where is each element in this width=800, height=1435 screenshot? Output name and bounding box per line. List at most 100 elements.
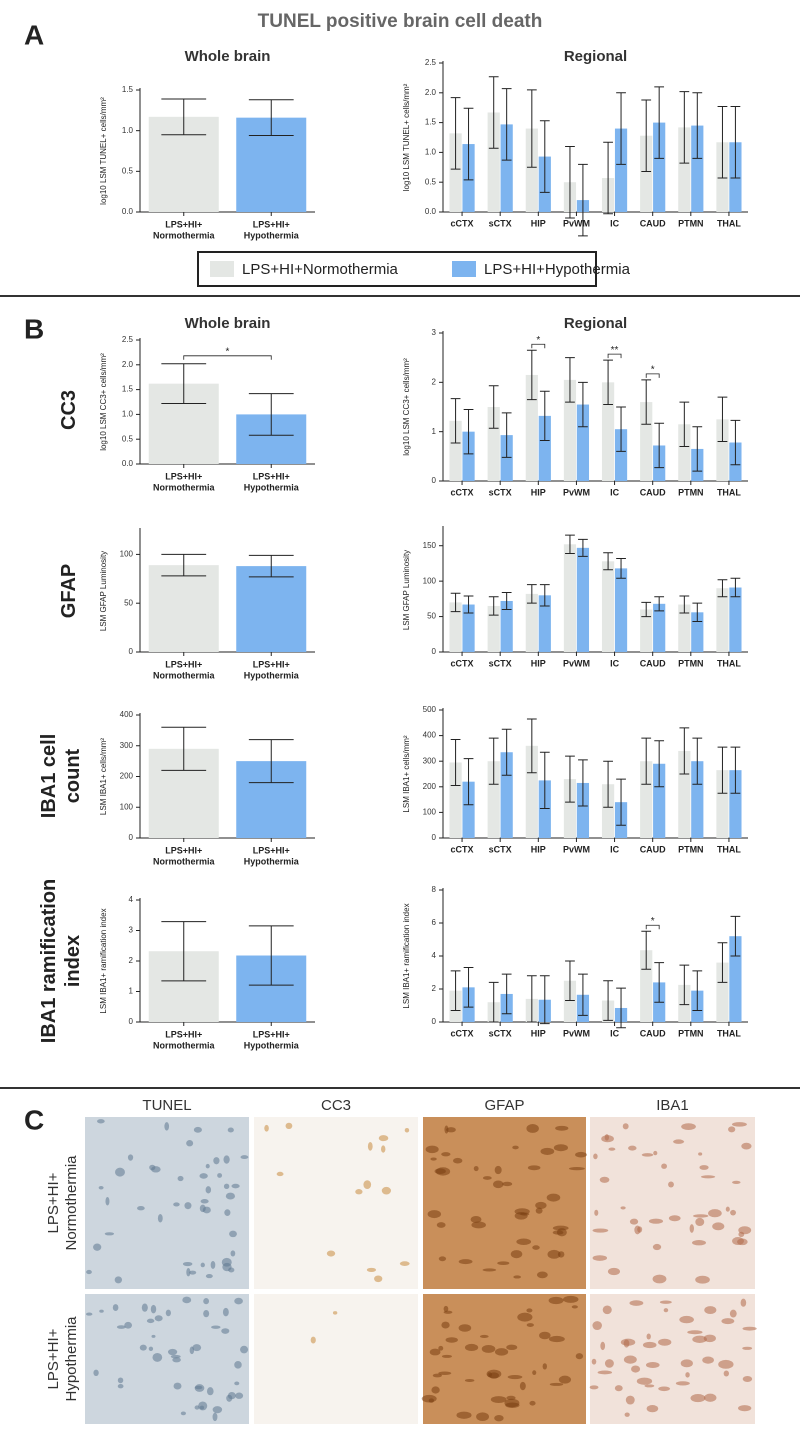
cell <box>680 1359 693 1368</box>
row-label: LPS+HI+Hypothermia <box>45 1316 80 1402</box>
cell <box>229 1230 237 1238</box>
cell <box>646 1333 651 1340</box>
cell <box>690 1394 706 1403</box>
error-bar <box>692 970 703 1011</box>
cell <box>689 1224 694 1233</box>
bar <box>525 745 538 838</box>
y-axis-label: LSM IBA1+ cells/mm² <box>99 738 108 815</box>
cell <box>431 1386 440 1394</box>
cell <box>507 1374 523 1380</box>
error-bar <box>692 602 703 623</box>
cell <box>536 1271 548 1279</box>
bar <box>678 604 691 652</box>
y-tick-label: 2.0 <box>122 360 134 369</box>
significance-bracket <box>531 343 546 349</box>
y-tick-label: 2.5 <box>122 335 134 344</box>
bar <box>614 128 628 212</box>
cell <box>464 1378 475 1382</box>
cell <box>568 1167 585 1171</box>
cell <box>738 1405 752 1412</box>
cell <box>152 1352 163 1362</box>
x-tick-label: THAL <box>717 658 741 668</box>
cell <box>728 1126 736 1133</box>
bar <box>462 781 475 838</box>
cell <box>557 1251 565 1258</box>
error-bar <box>526 584 537 604</box>
cell <box>593 1153 598 1160</box>
x-tick-label: cCTX <box>451 844 474 854</box>
column-label: IBA1 <box>656 1097 689 1114</box>
cell <box>170 1354 181 1359</box>
cell <box>105 1196 110 1206</box>
cell <box>628 1145 637 1151</box>
x-tick-label: LPS+HI+ Hypothermia <box>244 220 300 241</box>
y-axis-label: LSM IBA1+ ramification index <box>99 908 108 1013</box>
error-bar <box>730 106 741 179</box>
cell <box>427 1210 442 1219</box>
y-tick-label: 3 <box>129 926 134 935</box>
cell <box>182 1261 193 1267</box>
x-tick-label: cCTX <box>451 1028 474 1038</box>
bar <box>538 780 551 838</box>
cell <box>378 1135 389 1142</box>
error-bar <box>616 987 626 1029</box>
x-tick-label: LPS+HI+ Hypothermia <box>244 1030 300 1051</box>
error-bar <box>539 751 550 810</box>
x-tick-label: HIP <box>531 218 546 228</box>
micrograph <box>423 1294 586 1424</box>
error-bar <box>692 426 703 472</box>
x-tick-label: LPS+HI+ Normothermia <box>153 1030 216 1051</box>
error-bar <box>692 92 703 159</box>
cell <box>180 1411 186 1416</box>
micrograph <box>590 1117 755 1289</box>
cell <box>473 1165 479 1172</box>
cell <box>668 1181 674 1188</box>
error-bar <box>603 359 613 406</box>
x-tick-label: PvWM <box>563 487 590 497</box>
error-bar <box>501 412 512 458</box>
significance-label: ** <box>611 345 619 356</box>
significance-bracket <box>607 353 622 359</box>
y-tick-label: 0 <box>129 1017 134 1026</box>
error-bar <box>565 755 575 803</box>
error-bar <box>450 592 461 613</box>
cell <box>86 1269 92 1275</box>
cell <box>464 1343 479 1351</box>
cell <box>234 1297 243 1305</box>
bar <box>576 782 590 838</box>
bar <box>716 419 729 481</box>
cell <box>614 1385 623 1392</box>
error-bar <box>578 759 588 807</box>
error-bar <box>248 99 294 137</box>
error-bar <box>526 349 537 401</box>
cell <box>535 1201 547 1209</box>
error-bar <box>603 552 613 571</box>
cell <box>149 1164 156 1171</box>
cell <box>116 1325 126 1329</box>
error-bar <box>616 406 626 452</box>
bar <box>449 420 462 481</box>
cell <box>732 1180 741 1184</box>
cell <box>708 1209 722 1218</box>
x-tick-label: CAUD <box>640 658 666 668</box>
x-tick-label: HIP <box>531 1028 546 1038</box>
error-bar <box>161 363 207 404</box>
cell <box>504 1398 520 1408</box>
error-bar <box>603 141 613 215</box>
cell <box>675 1381 690 1386</box>
cell <box>591 1358 597 1365</box>
cell <box>476 1412 490 1422</box>
x-tick-label: LPS+HI+ Normothermia <box>153 660 216 681</box>
error-bar <box>565 145 575 219</box>
error-bar <box>717 942 728 983</box>
cell <box>226 1394 233 1402</box>
y-tick-label: 100 <box>423 576 437 585</box>
cell <box>240 1345 249 1354</box>
cell <box>704 1306 717 1315</box>
cell <box>227 1127 234 1133</box>
x-tick-label: PTMN <box>678 1028 704 1038</box>
cell <box>532 1370 537 1376</box>
error-bar <box>654 740 665 788</box>
y-tick-label: 2 <box>129 956 134 965</box>
figure-title: TUNEL positive brain cell death <box>258 11 543 32</box>
